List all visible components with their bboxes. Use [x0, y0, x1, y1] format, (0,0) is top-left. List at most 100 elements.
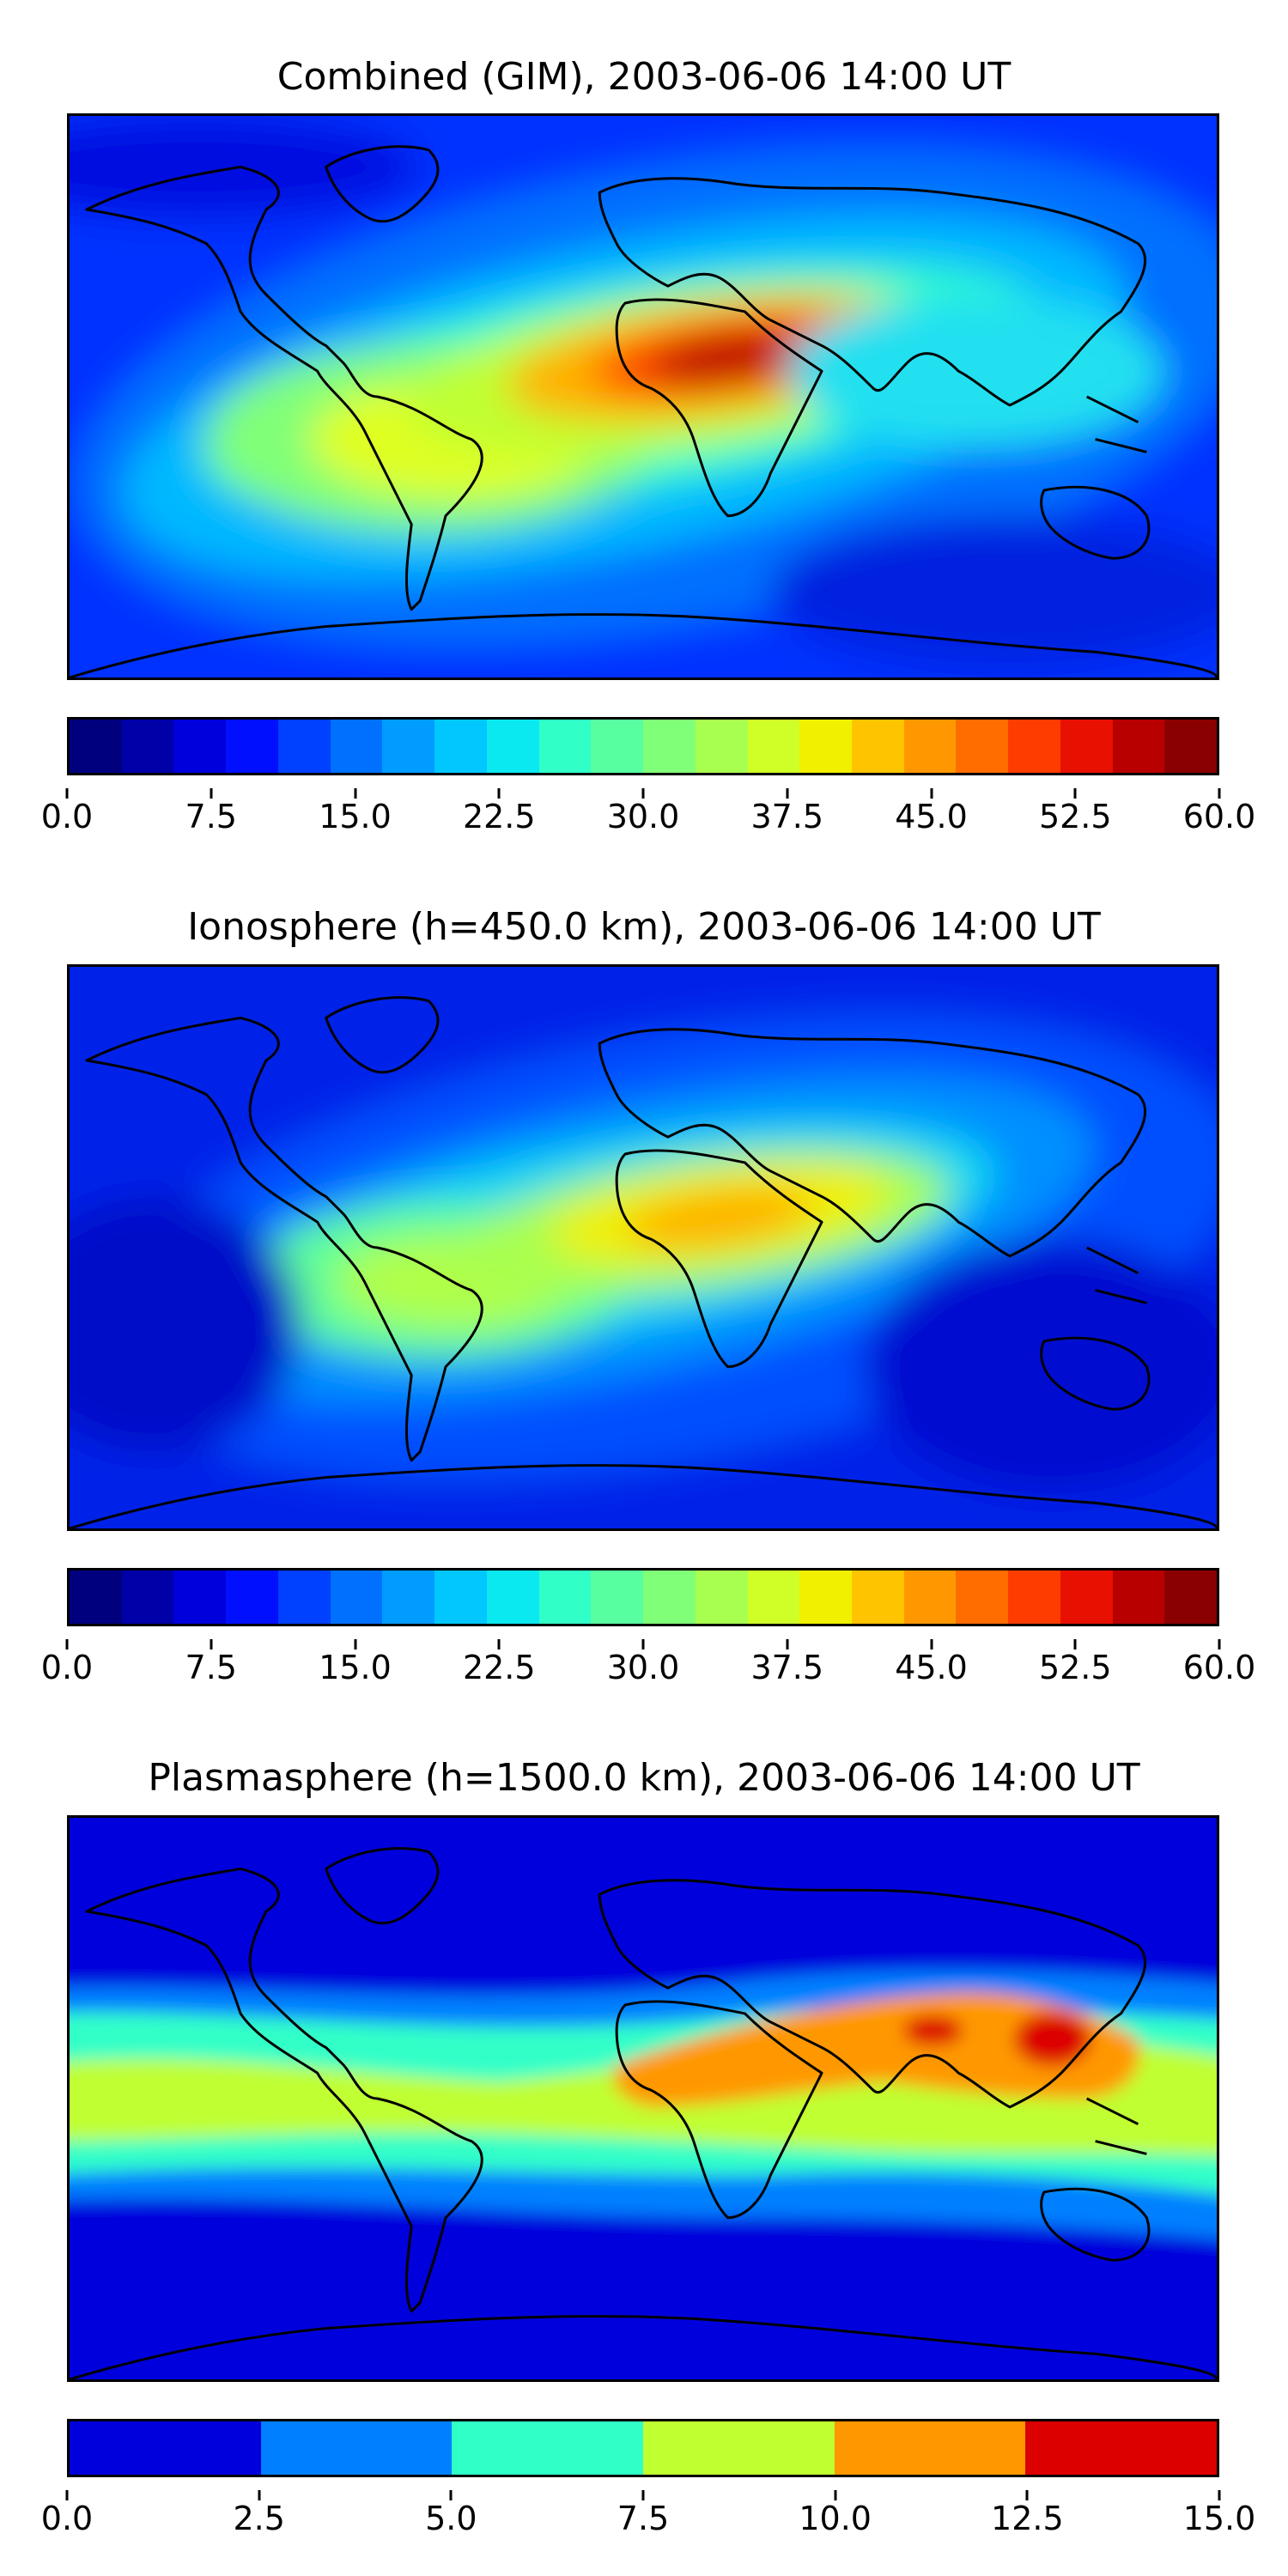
colorbar-tick-label: 37.5 [750, 798, 824, 835]
colorbar-segment [121, 1571, 174, 1624]
colorbar-tick-mark [354, 1639, 356, 1649]
colorbar-segment [1164, 720, 1217, 773]
colorbar-segment [643, 720, 696, 773]
colorbar-segment [434, 720, 487, 773]
colorbar-tick-label: 0.0 [40, 2500, 94, 2537]
colorbar-tick-mark [1218, 1639, 1221, 1649]
panel-3-map [67, 1815, 1219, 2382]
colorbar-segment [173, 1571, 227, 1624]
colorbar-tick-mark [65, 1639, 69, 1649]
colorbar-tick-mark [449, 2490, 453, 2500]
colorbar-segment [1008, 720, 1060, 773]
colorbar-segment [1060, 720, 1113, 773]
colorbar-segment [486, 720, 539, 773]
colorbar-segment [852, 1571, 904, 1624]
colorbar-tick-label: 37.5 [750, 1649, 824, 1686]
colorbar-tick-label: 22.5 [462, 1649, 536, 1686]
panel-3-title: Plasmasphere (h=1500.0 km), 2003-06-06 1… [148, 1756, 1140, 1800]
colorbar-segment [1060, 1571, 1113, 1624]
colorbar-tick-label: 10.0 [799, 2500, 872, 2537]
panel-1-colorbar-ticks: 0.0 7.5 15.0 22.5 30.0 37.5 45.0 52.5 60.0 [41, 788, 1255, 852]
colorbar-segment [277, 1571, 331, 1624]
panel-1-title: Combined (GIM), 2003-06-06 14:00 UT [276, 55, 1012, 99]
colorbar-tick-mark [1218, 788, 1221, 799]
colorbar-tick-label: 52.5 [1038, 798, 1112, 835]
colorbar-tick-label: 7.5 [185, 798, 237, 835]
colorbar-segment [903, 720, 957, 773]
colorbar-tick-label: 30.0 [606, 1649, 680, 1686]
colorbar-tick-mark [786, 1639, 789, 1649]
colorbar-tick-mark [641, 1639, 645, 1649]
colorbar-segment [799, 1571, 853, 1624]
colorbar-tick-label: 2.5 [233, 2500, 285, 2537]
colorbar-segment [121, 720, 174, 773]
colorbar-segment [799, 720, 853, 773]
colorbar-segment [330, 1571, 383, 1624]
colorbar-tick-mark [65, 2490, 69, 2500]
colorbar-tick-mark [930, 1639, 933, 1649]
panel-2-map [67, 964, 1219, 1531]
colorbar-tick-mark [1218, 2490, 1221, 2500]
colorbar-tick-mark [210, 788, 213, 799]
colorbar-tick-mark [1073, 788, 1077, 799]
colorbar-segment [747, 720, 800, 773]
colorbar-tick-mark [641, 2490, 645, 2500]
colorbar-segment [330, 720, 383, 773]
colorbar-segment [1164, 1571, 1217, 1624]
colorbar-tick-label: 0.0 [40, 798, 94, 835]
colorbar-segment [695, 720, 748, 773]
panel-1-colorbar [67, 717, 1219, 775]
colorbar-segment [70, 720, 122, 773]
colorbar-segment [260, 2421, 453, 2475]
colorbar-tick-mark [497, 1639, 501, 1649]
colorbar-tick-mark [930, 788, 933, 799]
colorbar-tick-label: 15.0 [1182, 2500, 1256, 2537]
colorbar-tick-label: 15.0 [319, 1649, 392, 1686]
colorbar-tick-label: 0.0 [40, 1649, 94, 1686]
colorbar-segment [434, 1571, 487, 1624]
colorbar-segment [834, 2421, 1026, 2475]
colorbar-tick-mark [641, 788, 645, 799]
colorbar-segment [903, 1571, 957, 1624]
panel-2-title: Ionosphere (h=450.0 km), 2003-06-06 14:0… [187, 905, 1101, 949]
colorbar-segment [538, 1571, 592, 1624]
colorbar-tick-label: 12.5 [991, 2500, 1064, 2537]
colorbar-segment [591, 1571, 644, 1624]
colorbar-tick-label: 60.0 [1182, 798, 1256, 835]
colorbar-tick-mark [258, 2490, 261, 2500]
colorbar-tick-label: 7.5 [185, 1649, 237, 1686]
colorbar-tick-mark [786, 788, 789, 799]
colorbar-tick-mark [834, 2490, 837, 2500]
coastlines [70, 1847, 1217, 2379]
colorbar-tick-mark [1025, 2490, 1029, 2500]
panel-2-colorbar-ticks: 0.0 7.5 15.0 22.5 30.0 37.5 45.0 52.5 60.0 [41, 1639, 1255, 1703]
colorbar-tick-label: 15.0 [319, 798, 392, 835]
colorbar-segment [852, 720, 904, 773]
panel-3-colorbar-ticks: 0.0 2.5 5.0 7.5 10.0 12.5 15.0 [41, 2490, 1255, 2554]
colorbar-segment [226, 720, 278, 773]
colorbar-segment [643, 2421, 835, 2475]
colorbar-segment [1112, 720, 1165, 773]
colorbar-segment [382, 720, 435, 773]
colorbar-tick-label: 45.0 [895, 798, 968, 835]
panel-2-colorbar [67, 1568, 1219, 1626]
colorbar-segment [695, 1571, 748, 1624]
colorbar-segment [1112, 1571, 1165, 1624]
coastlines [70, 996, 1217, 1528]
colorbar-segment [70, 2421, 261, 2475]
colorbar-segment [956, 1571, 1009, 1624]
coastlines [70, 145, 1217, 677]
colorbar-segment [382, 1571, 435, 1624]
colorbar-tick-mark [354, 788, 356, 799]
panel-1-map [67, 113, 1219, 680]
colorbar-segment [538, 720, 592, 773]
colorbar-segment [747, 1571, 800, 1624]
colorbar-tick-mark [210, 1639, 213, 1649]
colorbar-segment [1025, 2421, 1217, 2475]
colorbar-segment [591, 720, 644, 773]
colorbar-segment [643, 1571, 696, 1624]
colorbar-segment [173, 720, 227, 773]
colorbar-tick-label: 5.0 [425, 2500, 477, 2537]
colorbar-tick-label: 45.0 [895, 1649, 968, 1686]
colorbar-segment [277, 720, 331, 773]
